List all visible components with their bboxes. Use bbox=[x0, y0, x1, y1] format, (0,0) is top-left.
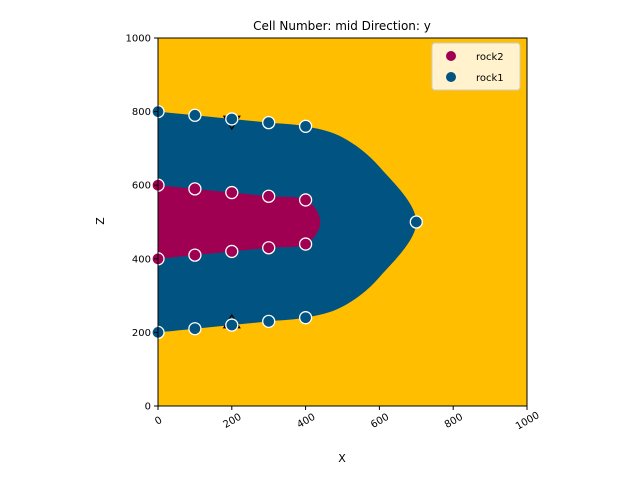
legend-label-rock1: rock1 bbox=[476, 73, 504, 84]
rock1-point-4 bbox=[298, 119, 313, 133]
x-tick-label-3: 600 bbox=[369, 412, 391, 431]
rock2-region bbox=[158, 185, 321, 259]
x-tick-label-5: 1000 bbox=[514, 410, 542, 432]
rock1-point-8 bbox=[225, 318, 239, 332]
y-axis-label: Z bbox=[94, 217, 107, 225]
rock2-point-8 bbox=[262, 241, 276, 255]
rock2-point-4 bbox=[298, 193, 313, 207]
rock2-point-1 bbox=[188, 182, 202, 196]
rock2-point-3 bbox=[262, 189, 276, 203]
x-tick-label-1: 200 bbox=[222, 412, 244, 431]
rock2-point-6 bbox=[188, 248, 202, 262]
rock1-point-3 bbox=[262, 115, 276, 130]
legend-marker-rock2 bbox=[446, 51, 456, 61]
y-axis: 0 200 400 600 800 1000 bbox=[126, 34, 158, 413]
rock2-point-7 bbox=[225, 244, 239, 259]
y-tick-label-4: 800 bbox=[132, 107, 151, 118]
x-tick-label-2: 400 bbox=[295, 412, 317, 431]
legend-marker-rock1 bbox=[446, 72, 456, 82]
x-tick-label-0: 0 bbox=[153, 415, 164, 428]
x-tick-label-4: 800 bbox=[443, 412, 465, 431]
rock1-point-7 bbox=[188, 322, 202, 336]
rock2-point-9 bbox=[298, 237, 313, 251]
plot-area bbox=[151, 37, 528, 407]
rock2-point-2 bbox=[225, 185, 239, 200]
x-axis: 0 200 400 600 800 1000 bbox=[153, 406, 542, 432]
rock1-point-10 bbox=[298, 311, 313, 325]
rock1-point-2 bbox=[225, 112, 239, 126]
x-axis-label: X bbox=[338, 452, 346, 465]
y-tick-label-2: 400 bbox=[132, 254, 151, 265]
y-tick-label-1: 200 bbox=[132, 328, 151, 339]
rock1-point-9 bbox=[262, 314, 276, 329]
y-tick-label-5: 1000 bbox=[126, 34, 151, 45]
y-tick-label-3: 600 bbox=[132, 181, 151, 192]
legend-label-rock2: rock2 bbox=[476, 52, 504, 63]
plot-frame bbox=[157, 37, 528, 407]
rock1-point-1 bbox=[188, 108, 202, 122]
rock1-point-5 bbox=[409, 215, 423, 229]
y-tick-label-0: 0 bbox=[145, 402, 151, 413]
legend: rock2 rock1 bbox=[431, 42, 521, 91]
chart-title: Cell Number: mid Direction: y bbox=[253, 19, 431, 33]
